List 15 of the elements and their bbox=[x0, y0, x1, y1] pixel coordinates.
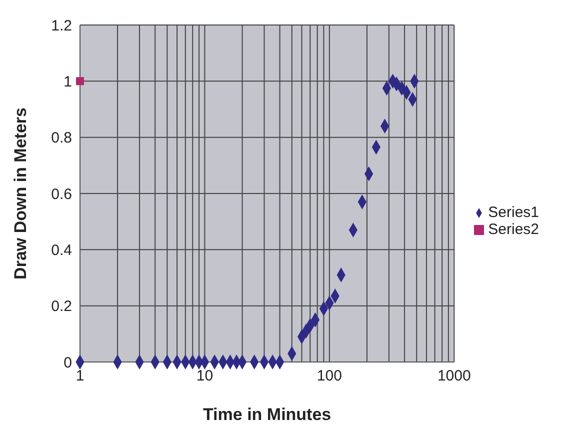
y-tick-label: 1 bbox=[64, 73, 72, 90]
y-tick-label: 1.2 bbox=[51, 17, 72, 34]
y-tick-label: 0.8 bbox=[51, 130, 72, 147]
x-tick-label: 1 bbox=[76, 368, 84, 385]
x-axis-title: Time in Minutes bbox=[202, 405, 332, 424]
x-tick-label: 100 bbox=[316, 368, 342, 385]
legend-label: Series2 bbox=[488, 221, 539, 238]
x-tick-label: 1000 bbox=[437, 368, 471, 385]
y-tick-label: 0.4 bbox=[51, 242, 72, 259]
y-axis-title: Draw Down in Meters bbox=[11, 108, 30, 280]
y-tick-label: 0.2 bbox=[51, 298, 72, 316]
y-tick-label: 0.6 bbox=[51, 186, 72, 203]
x-tick-label: 10 bbox=[196, 368, 214, 385]
legend-label: Series1 bbox=[488, 204, 539, 221]
y-tick-label: 0 bbox=[64, 354, 72, 372]
